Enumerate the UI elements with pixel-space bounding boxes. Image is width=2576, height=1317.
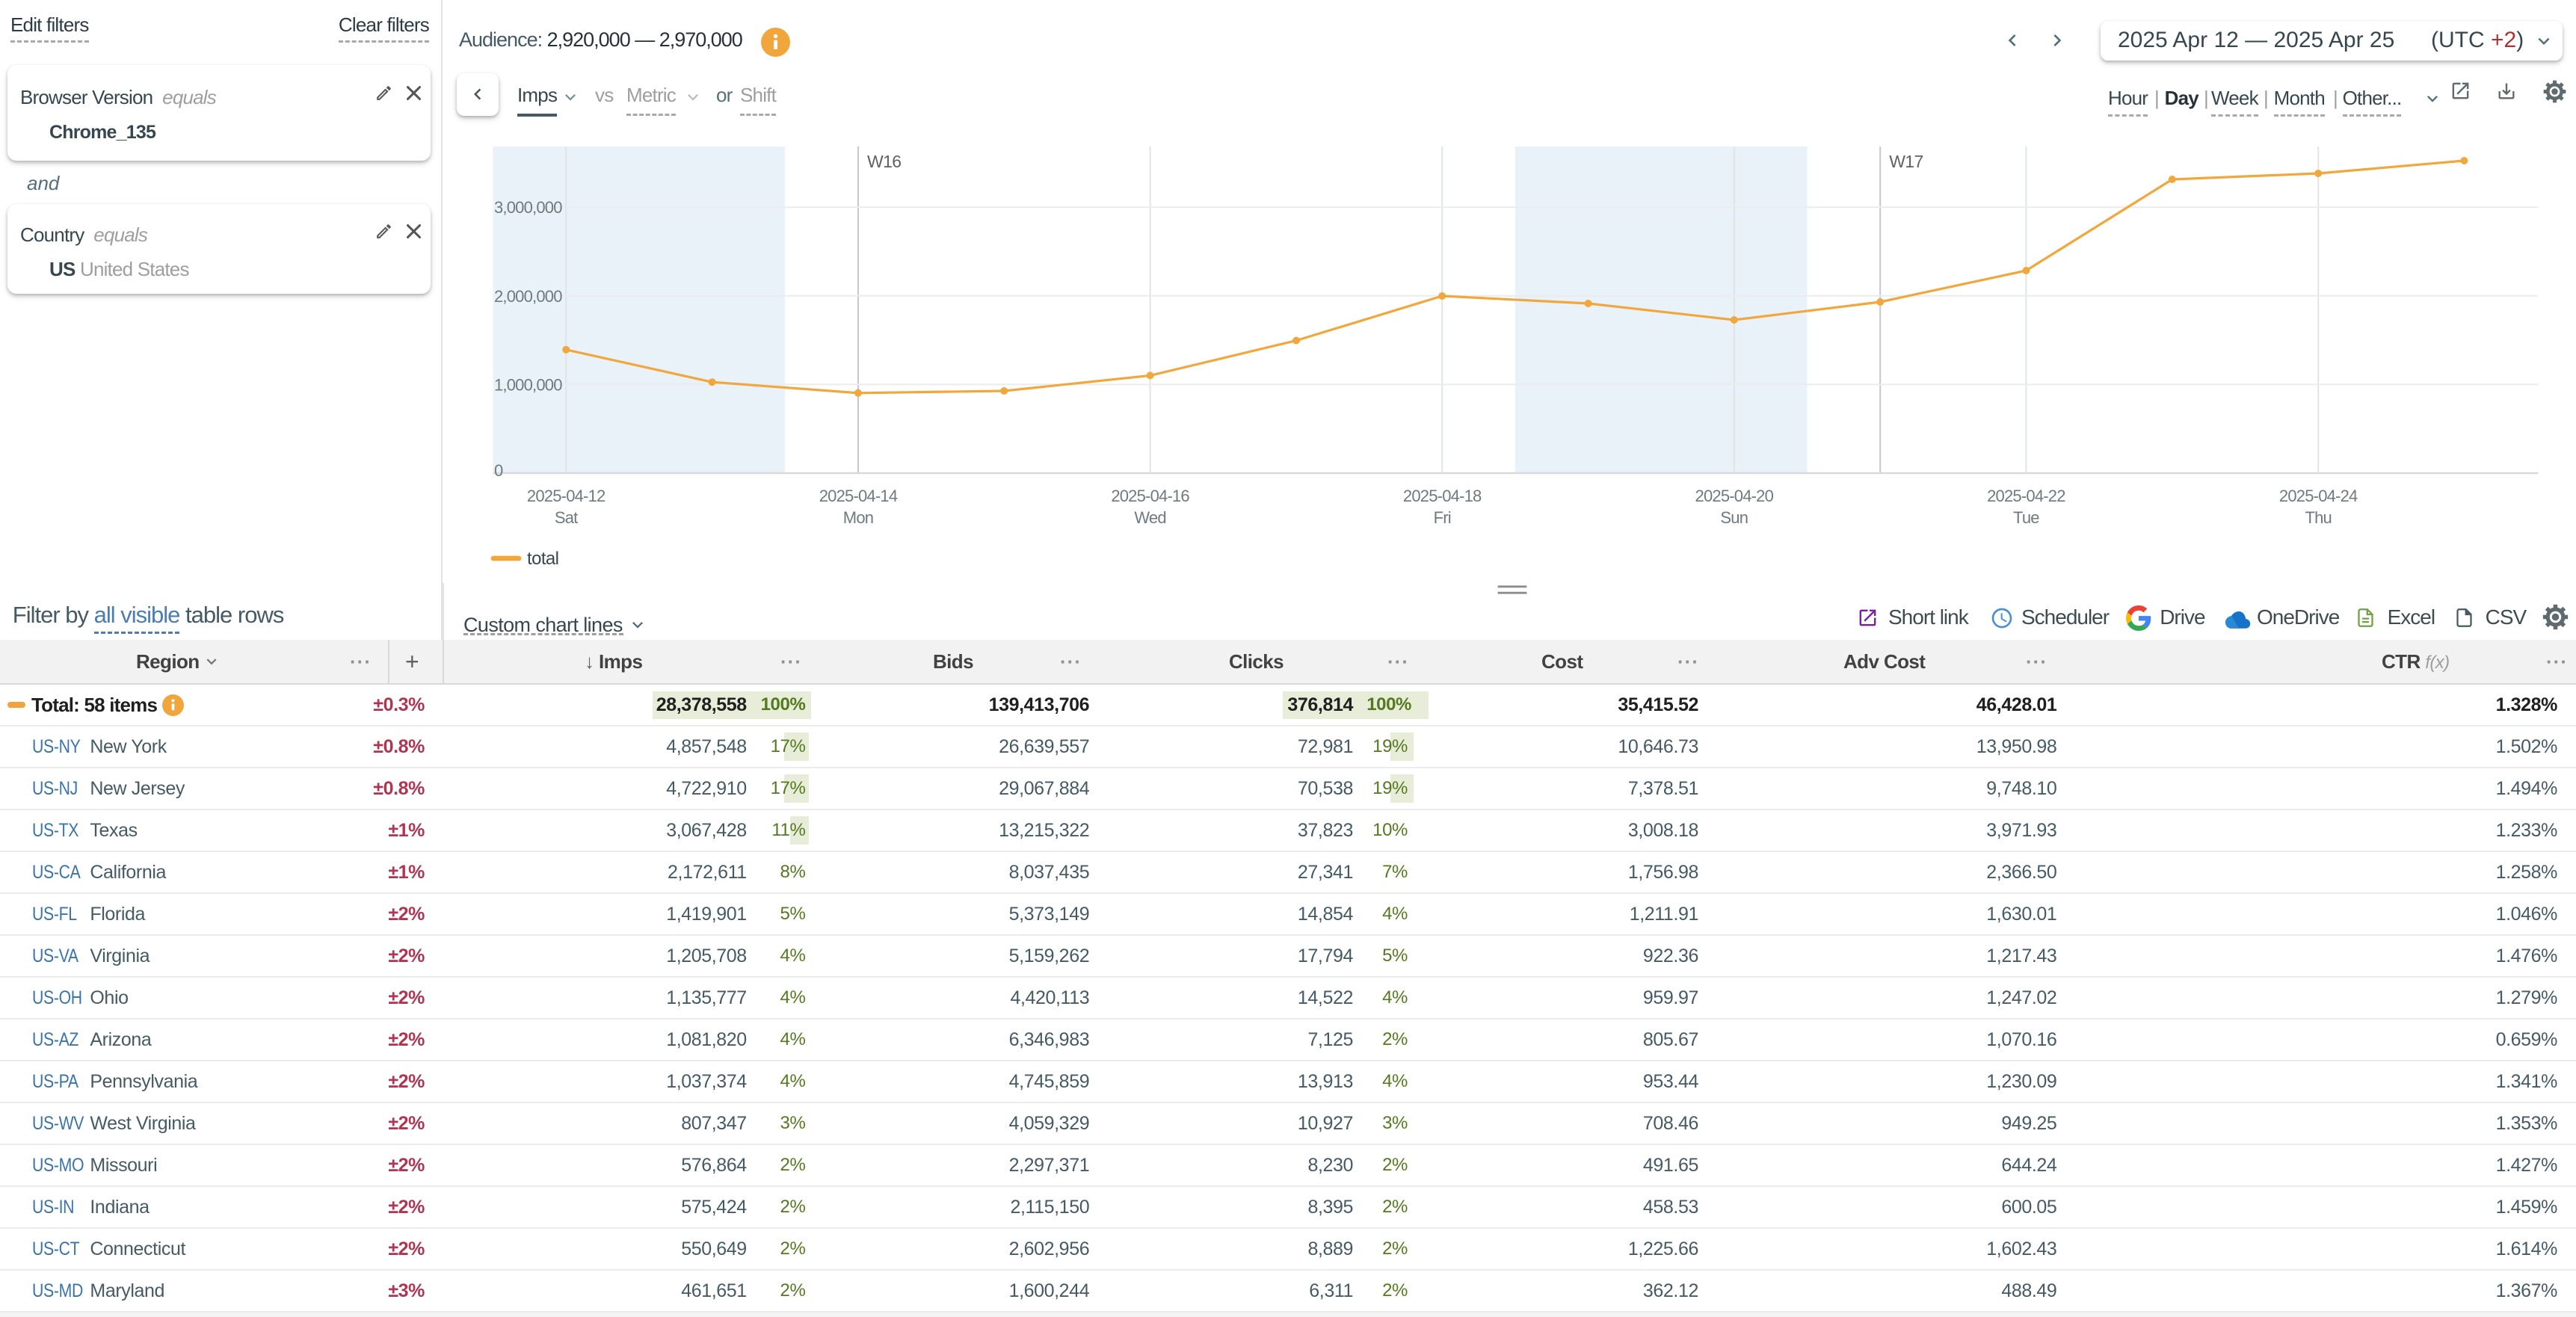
svg-text:total: total: [527, 549, 558, 569]
svg-text:W17: W17: [1889, 152, 1923, 171]
svg-text:2025-04-16: 2025-04-16: [1111, 487, 1189, 505]
svg-text:0: 0: [494, 461, 503, 480]
svg-text:Sun: Sun: [1720, 508, 1748, 527]
svg-text:2025-04-20: 2025-04-20: [1695, 487, 1774, 505]
svg-text:Sat: Sat: [555, 508, 578, 527]
svg-text:2,000,000: 2,000,000: [494, 287, 562, 306]
svg-text:Wed: Wed: [1134, 508, 1165, 527]
svg-text:2025-04-14: 2025-04-14: [819, 487, 898, 505]
svg-text:2025-04-24: 2025-04-24: [2279, 487, 2358, 505]
svg-text:2025-04-22: 2025-04-22: [1987, 487, 2065, 505]
svg-text:2025-04-12: 2025-04-12: [527, 487, 606, 505]
svg-text:3,000,000: 3,000,000: [494, 198, 562, 217]
svg-text:Tue: Tue: [2013, 508, 2039, 527]
svg-text:Fri: Fri: [1434, 508, 1451, 527]
svg-text:Thu: Thu: [2305, 508, 2332, 527]
svg-text:W16: W16: [867, 152, 902, 171]
svg-text:Mon: Mon: [843, 508, 873, 527]
svg-text:1,000,000: 1,000,000: [494, 375, 562, 394]
svg-text:2025-04-18: 2025-04-18: [1403, 487, 1482, 505]
